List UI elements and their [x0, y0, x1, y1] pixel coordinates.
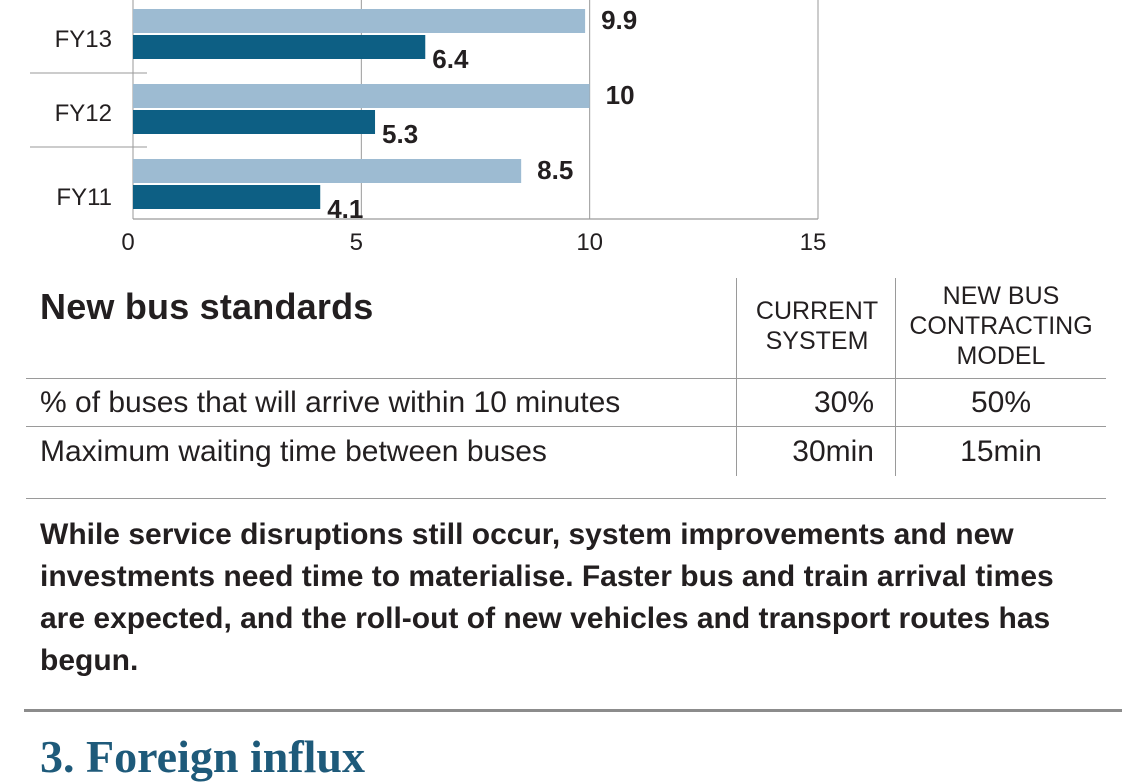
section-divider [26, 498, 1106, 499]
new-value: 15min [960, 435, 1042, 468]
bar [133, 84, 590, 108]
row-label: Maximum waiting time between buses [40, 435, 547, 468]
category-label: FY12 [55, 100, 112, 127]
bar [133, 110, 376, 134]
column-header-new-model: NEW BUS CONTRACTING MODEL [896, 281, 1106, 371]
value-label: 10 [606, 80, 635, 110]
column-divider [895, 278, 896, 476]
x-tick-label: 15 [800, 229, 827, 256]
column-header-line: MODEL [956, 342, 1046, 370]
column-header-line: NEW BUS [942, 282, 1060, 310]
current-value: 30% [813, 386, 874, 419]
column-header-line: CURRENT [755, 297, 879, 325]
section-rule [24, 709, 1122, 712]
column-divider [736, 278, 737, 476]
new-value: 50% [970, 386, 1032, 419]
bar [133, 35, 426, 59]
next-section-heading: 3. Foreign influx [40, 731, 366, 782]
bar-chart: 9.9 6.4 FY13 10 5.3 FY12 8.5 4.1 FY11 0 5 10 15 [30, 0, 827, 256]
bar [133, 9, 586, 33]
value-label: 5.3 [382, 119, 418, 149]
x-tick-label: 10 [576, 229, 603, 256]
row-divider [26, 426, 1106, 427]
value-label: 4.1 [327, 194, 363, 224]
x-tick-label: 5 [350, 229, 363, 256]
bar [133, 185, 321, 209]
value-label: 8.5 [537, 155, 573, 185]
column-header-line: SYSTEM [765, 327, 869, 355]
column-header-line: CONTRACTING [909, 312, 1093, 340]
category-label: FY13 [55, 26, 112, 53]
body-paragraph: While service disruptions still occur, s… [40, 518, 1054, 677]
value-label: 9.9 [601, 5, 637, 35]
category-label: FY11 [56, 184, 112, 211]
table-title: New bus standards [40, 286, 374, 327]
column-header-current-system: CURRENT SYSTEM [738, 296, 896, 356]
value-label: 6.4 [432, 44, 469, 74]
bar [133, 159, 522, 183]
x-tick-label: 0 [121, 229, 134, 256]
row-label: % of buses that will arrive within 10 mi… [40, 386, 621, 419]
current-value: 30min [792, 435, 874, 468]
row-divider [26, 378, 1106, 379]
